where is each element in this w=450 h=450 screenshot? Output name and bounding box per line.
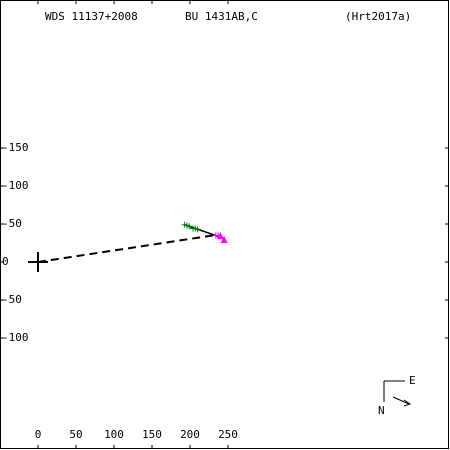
y-tick-label: -100 bbox=[2, 331, 29, 344]
compass-arrows bbox=[383, 380, 412, 407]
discoverer-designation: BU 1431AB,C bbox=[185, 10, 258, 23]
y-tick-label: -100 bbox=[2, 179, 29, 192]
motion-arrow-head bbox=[403, 399, 412, 407]
data-points bbox=[181, 221, 228, 243]
x-tick-label: 100 bbox=[104, 428, 124, 441]
triangle-marker bbox=[216, 232, 224, 240]
motion-fit-line bbox=[184, 224, 225, 240]
x-tick-label: 150 bbox=[142, 428, 162, 441]
x-tick-label: 200 bbox=[180, 428, 200, 441]
separation-dashed-line bbox=[37, 233, 219, 263]
wds-designation: WDS 11137+2008 bbox=[45, 10, 138, 23]
plus-marker bbox=[186, 223, 193, 230]
trajectory-lines bbox=[37, 224, 225, 263]
origin-marker bbox=[28, 252, 48, 272]
x-tick-label: 250 bbox=[218, 428, 238, 441]
y-tick-label: -150 bbox=[2, 141, 29, 154]
y-tick-label: -50 bbox=[2, 293, 22, 306]
triangle-marker bbox=[220, 235, 228, 243]
x-tick-label: 0 bbox=[34, 428, 42, 441]
y-tick-label: -50 bbox=[2, 217, 22, 230]
compass-north-label: N bbox=[378, 404, 385, 417]
reference-code: (Hrt2017a) bbox=[345, 10, 412, 23]
motion-arrow-shaft bbox=[392, 396, 410, 405]
x-tick-label: 50 bbox=[69, 428, 83, 441]
y-tick-label: 0 bbox=[2, 255, 9, 268]
compass-east-label: E bbox=[409, 374, 416, 387]
plus-marker bbox=[194, 226, 201, 233]
